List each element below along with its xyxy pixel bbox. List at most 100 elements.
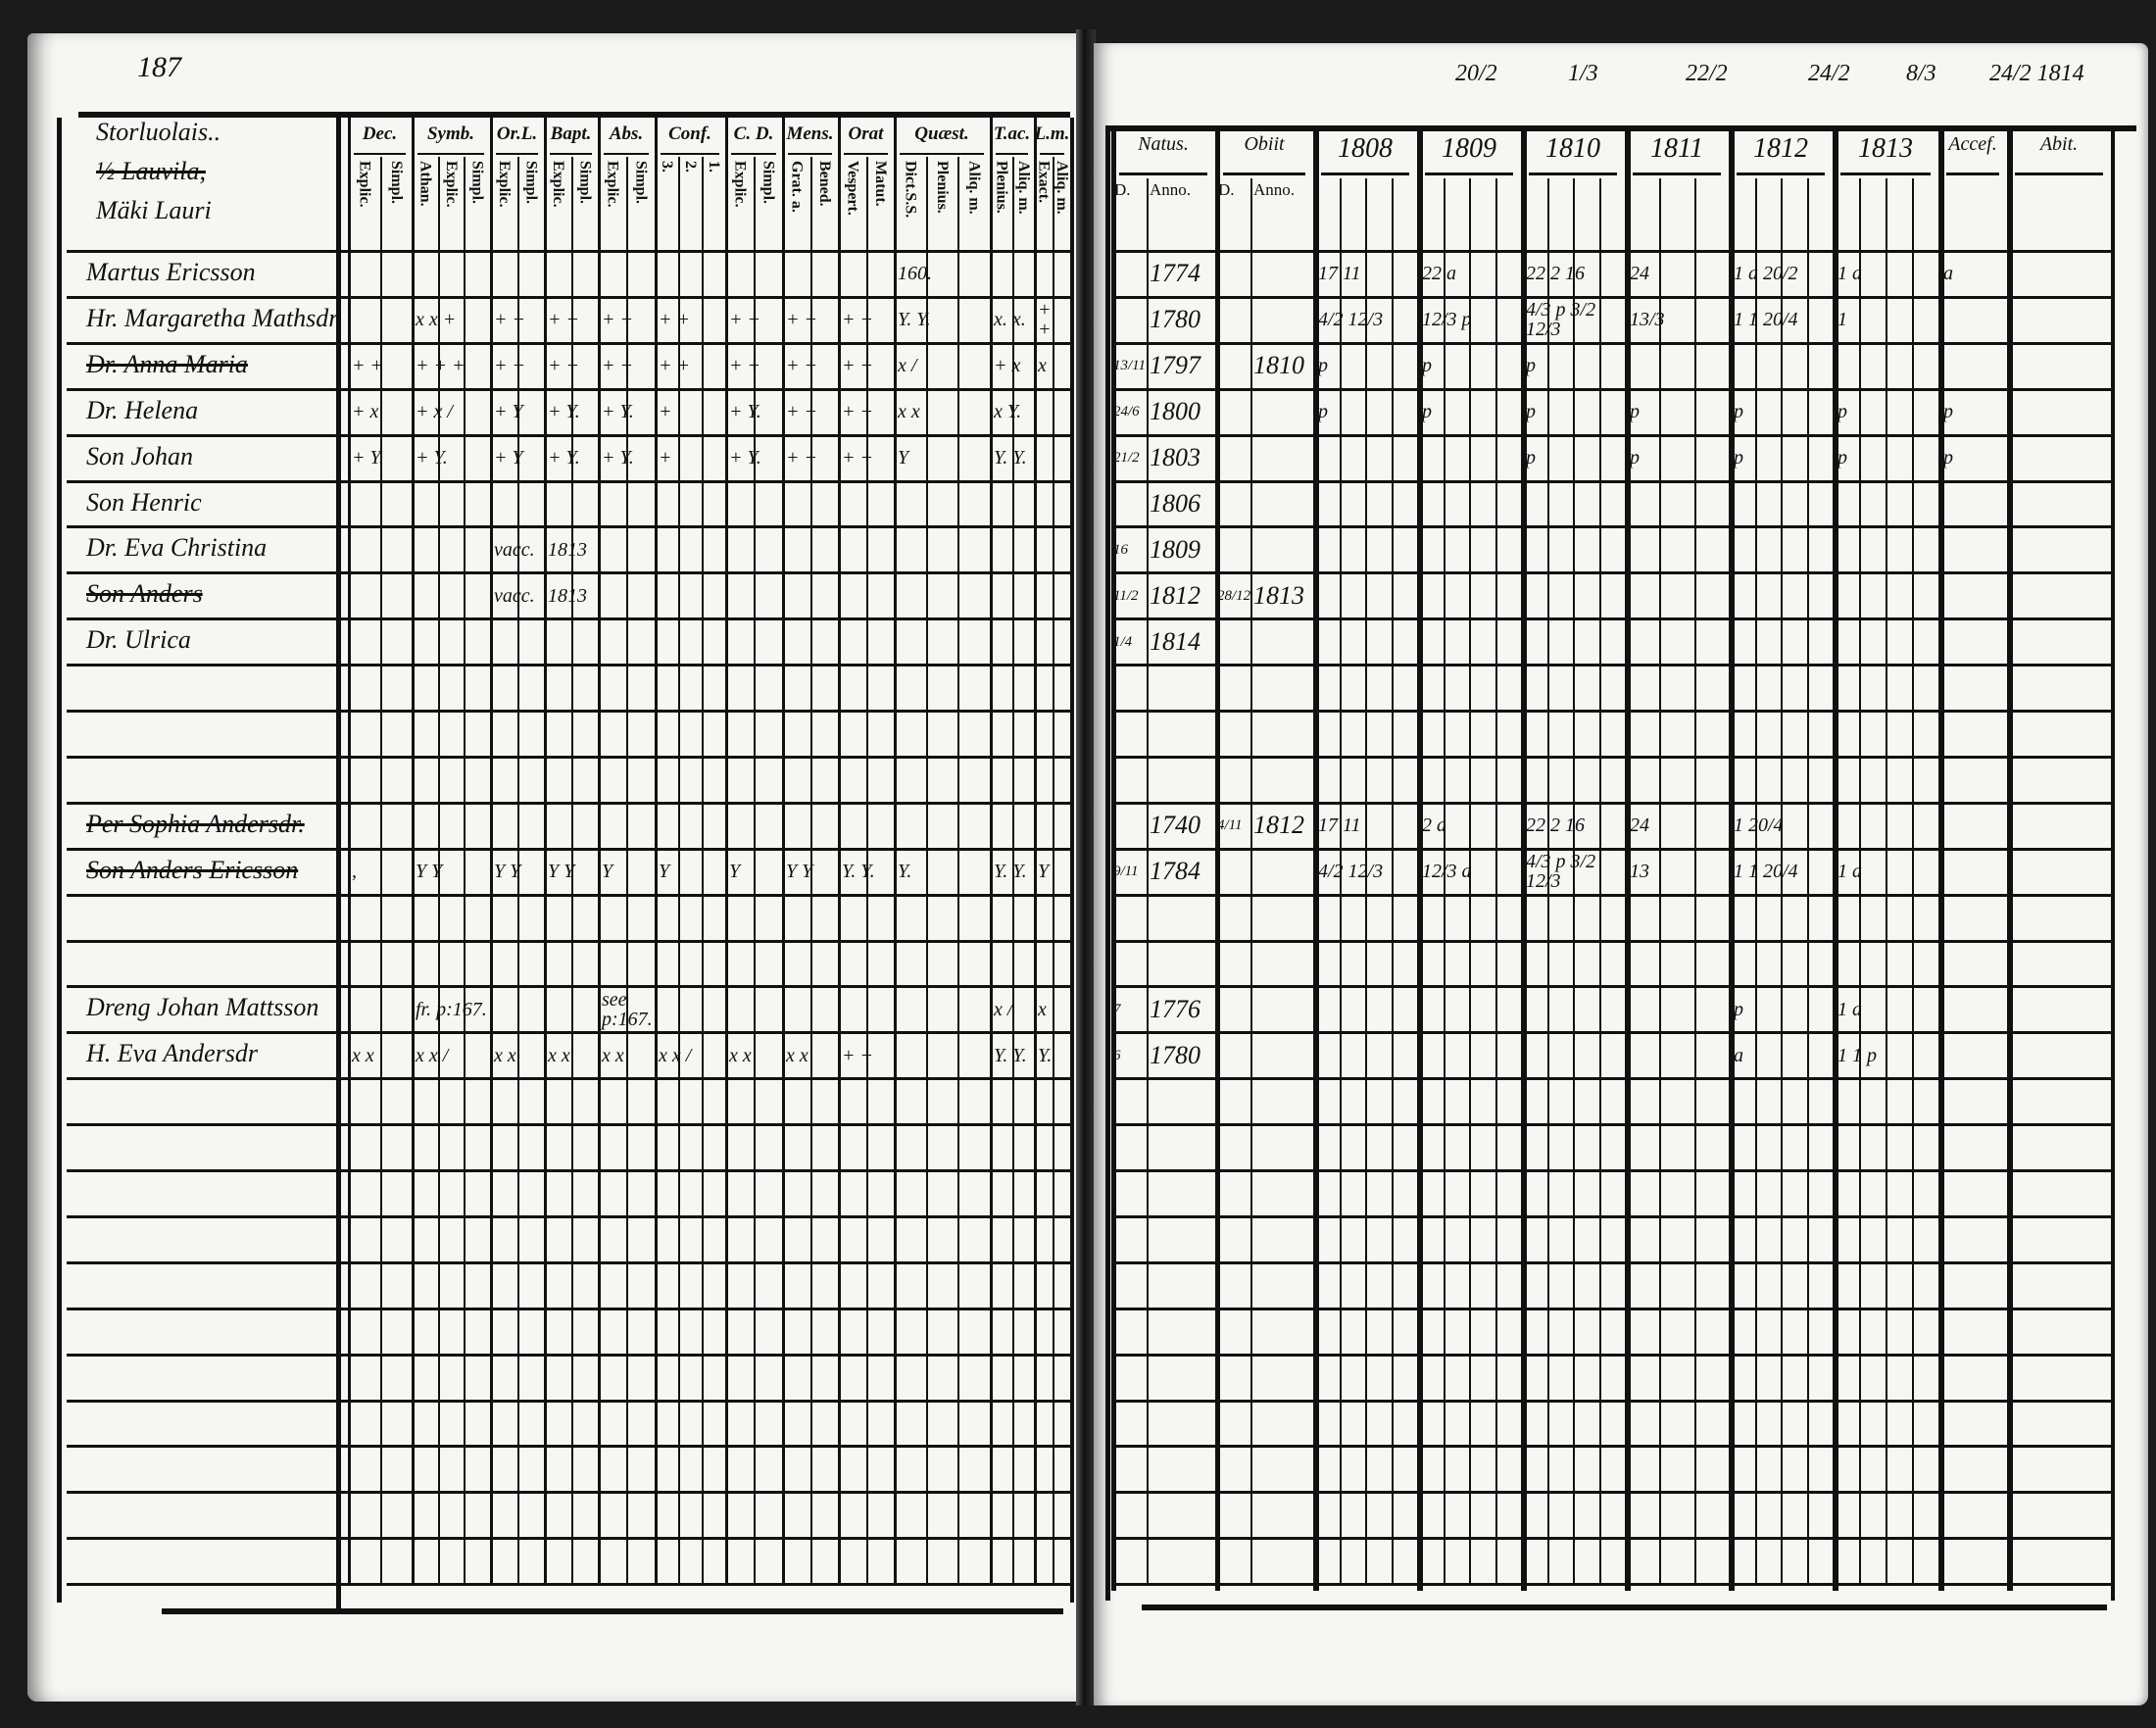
record-mark: x x [898, 401, 920, 423]
person-name: Dreng Johan Mattsson [86, 993, 319, 1022]
subcolumn-rule [1807, 178, 1809, 1584]
year-value: 1776 [1150, 994, 1200, 1023]
row-rule [67, 664, 1072, 667]
subcolumn-label: Exact. [1035, 161, 1053, 204]
column-rule [1111, 125, 1116, 1592]
record-mark: + + [602, 355, 633, 377]
top-date: 22/2 [1686, 61, 1728, 86]
record-mark: p [1838, 401, 1847, 423]
record-mark: + Y [494, 447, 523, 469]
record-mark: Y [1038, 861, 1050, 883]
record-mark: p [1422, 355, 1432, 377]
header-underline [996, 153, 1028, 155]
record-mark: + Y [494, 401, 523, 423]
record-mark: 17 11 [1318, 815, 1361, 837]
record-mark: 17 11 [1318, 263, 1361, 285]
record-mark: p [1630, 447, 1640, 469]
column-rule [1215, 125, 1220, 1592]
column-group-label: T.ac. [993, 123, 1031, 144]
row-rule [67, 1077, 1072, 1080]
column-rule [2007, 125, 2013, 1592]
person-name: H. Eva Andersdr [86, 1039, 259, 1068]
person-name: Dr. Ulrica [86, 625, 191, 655]
row-rule [67, 1537, 1072, 1540]
row-rule [1111, 617, 2115, 620]
subcolumn-label: Simpl. [632, 161, 650, 205]
row-rule [1111, 296, 2115, 299]
subcolumn-rule [1469, 178, 1471, 1584]
record-mark: p [1943, 401, 1953, 423]
record-mark: p [1526, 447, 1536, 469]
subcolumn-label: Simpl. [522, 161, 540, 205]
record-mark: p [1838, 447, 1847, 469]
record-mark: Y. Y. [898, 309, 931, 331]
year-value: 1803 [1150, 443, 1200, 472]
column-group-label: L.m. [1034, 123, 1070, 144]
subcolumn-rule [438, 157, 440, 1584]
subcolumn-rule [1573, 178, 1575, 1584]
record-mark: p [1734, 998, 1743, 1020]
record-mark: p [1734, 447, 1743, 469]
subcolumn-rule [1392, 178, 1394, 1584]
year-value: 1809 [1150, 534, 1200, 564]
record-mark: Y [898, 447, 909, 469]
row-rule [67, 434, 1072, 437]
header-underline [1425, 173, 1513, 175]
record-mark: 1 20/4 [1734, 815, 1784, 837]
row-rule [67, 940, 1072, 943]
column-group-label: Bapt. [550, 123, 592, 144]
subcolumn-rule [810, 157, 812, 1584]
record-mark: 1 a [1838, 998, 1862, 1020]
row-rule [67, 342, 1072, 345]
day-value: 9/11 [1113, 864, 1139, 880]
header-underline [1840, 173, 1931, 175]
subcolumn-rule [1444, 178, 1446, 1584]
record-mark: 1 1 20/4 [1734, 861, 1798, 883]
row-rule [1111, 434, 2115, 437]
column-rule [1729, 125, 1735, 1592]
row-rule [67, 388, 1072, 391]
top-date: 24/2 [1808, 61, 1850, 86]
record-mark: 22 a [1422, 263, 1456, 285]
subcolumn-rule [517, 157, 519, 1584]
left-page [27, 33, 1078, 1702]
subcolumn-label: Aliq. m. [1053, 161, 1070, 215]
row-rule [67, 617, 1072, 620]
record-mark: x x + [416, 309, 457, 331]
subcolumn-label: Explic. [604, 161, 621, 208]
record-mark: p [1943, 447, 1953, 469]
subcolumn-rule [1147, 178, 1149, 1584]
record-mark: vacc. [494, 584, 535, 607]
record-mark: 12/3 a [1422, 861, 1472, 883]
record-mark: 1 a [1838, 861, 1862, 883]
subcolumn-label: Matut. [871, 161, 889, 207]
record-mark: + + [602, 309, 633, 331]
person-name: Son Anders Ericsson [86, 855, 299, 884]
column-rule [1521, 125, 1527, 1592]
record-mark: + Y. [602, 401, 634, 423]
subcolumn-label: Anno. [1253, 180, 1296, 199]
record-mark: x x [548, 1044, 570, 1066]
subcolumn-rule [1012, 157, 1014, 1584]
subcolumn-label: Explic. [356, 161, 373, 208]
top-date: 24/2 1814 [1989, 61, 2084, 86]
record-mark: p [1318, 355, 1328, 377]
header-underline [731, 153, 776, 155]
row-rule [67, 1583, 1072, 1586]
row-rule [1111, 1123, 2115, 1126]
day-value: 21/2 [1113, 450, 1140, 467]
subcolumn-rule [1365, 178, 1367, 1584]
day-value: 1/4 [1113, 633, 1133, 650]
column-group-label: Quæst. [914, 123, 969, 144]
year-value: 1813 [1253, 580, 1304, 610]
header-underline [844, 153, 888, 155]
record-mark: x Y. [994, 401, 1022, 423]
subcolumn-rule [1886, 178, 1887, 1584]
subcolumn-label: Explic. [495, 161, 513, 208]
name-column-rule [336, 118, 341, 1613]
row-rule [67, 756, 1072, 759]
subcolumn-rule [626, 157, 628, 1584]
record-mark: 13/3 [1630, 309, 1665, 331]
record-mark: + + [659, 355, 690, 377]
subcolumn-label: Explic. [731, 161, 749, 208]
